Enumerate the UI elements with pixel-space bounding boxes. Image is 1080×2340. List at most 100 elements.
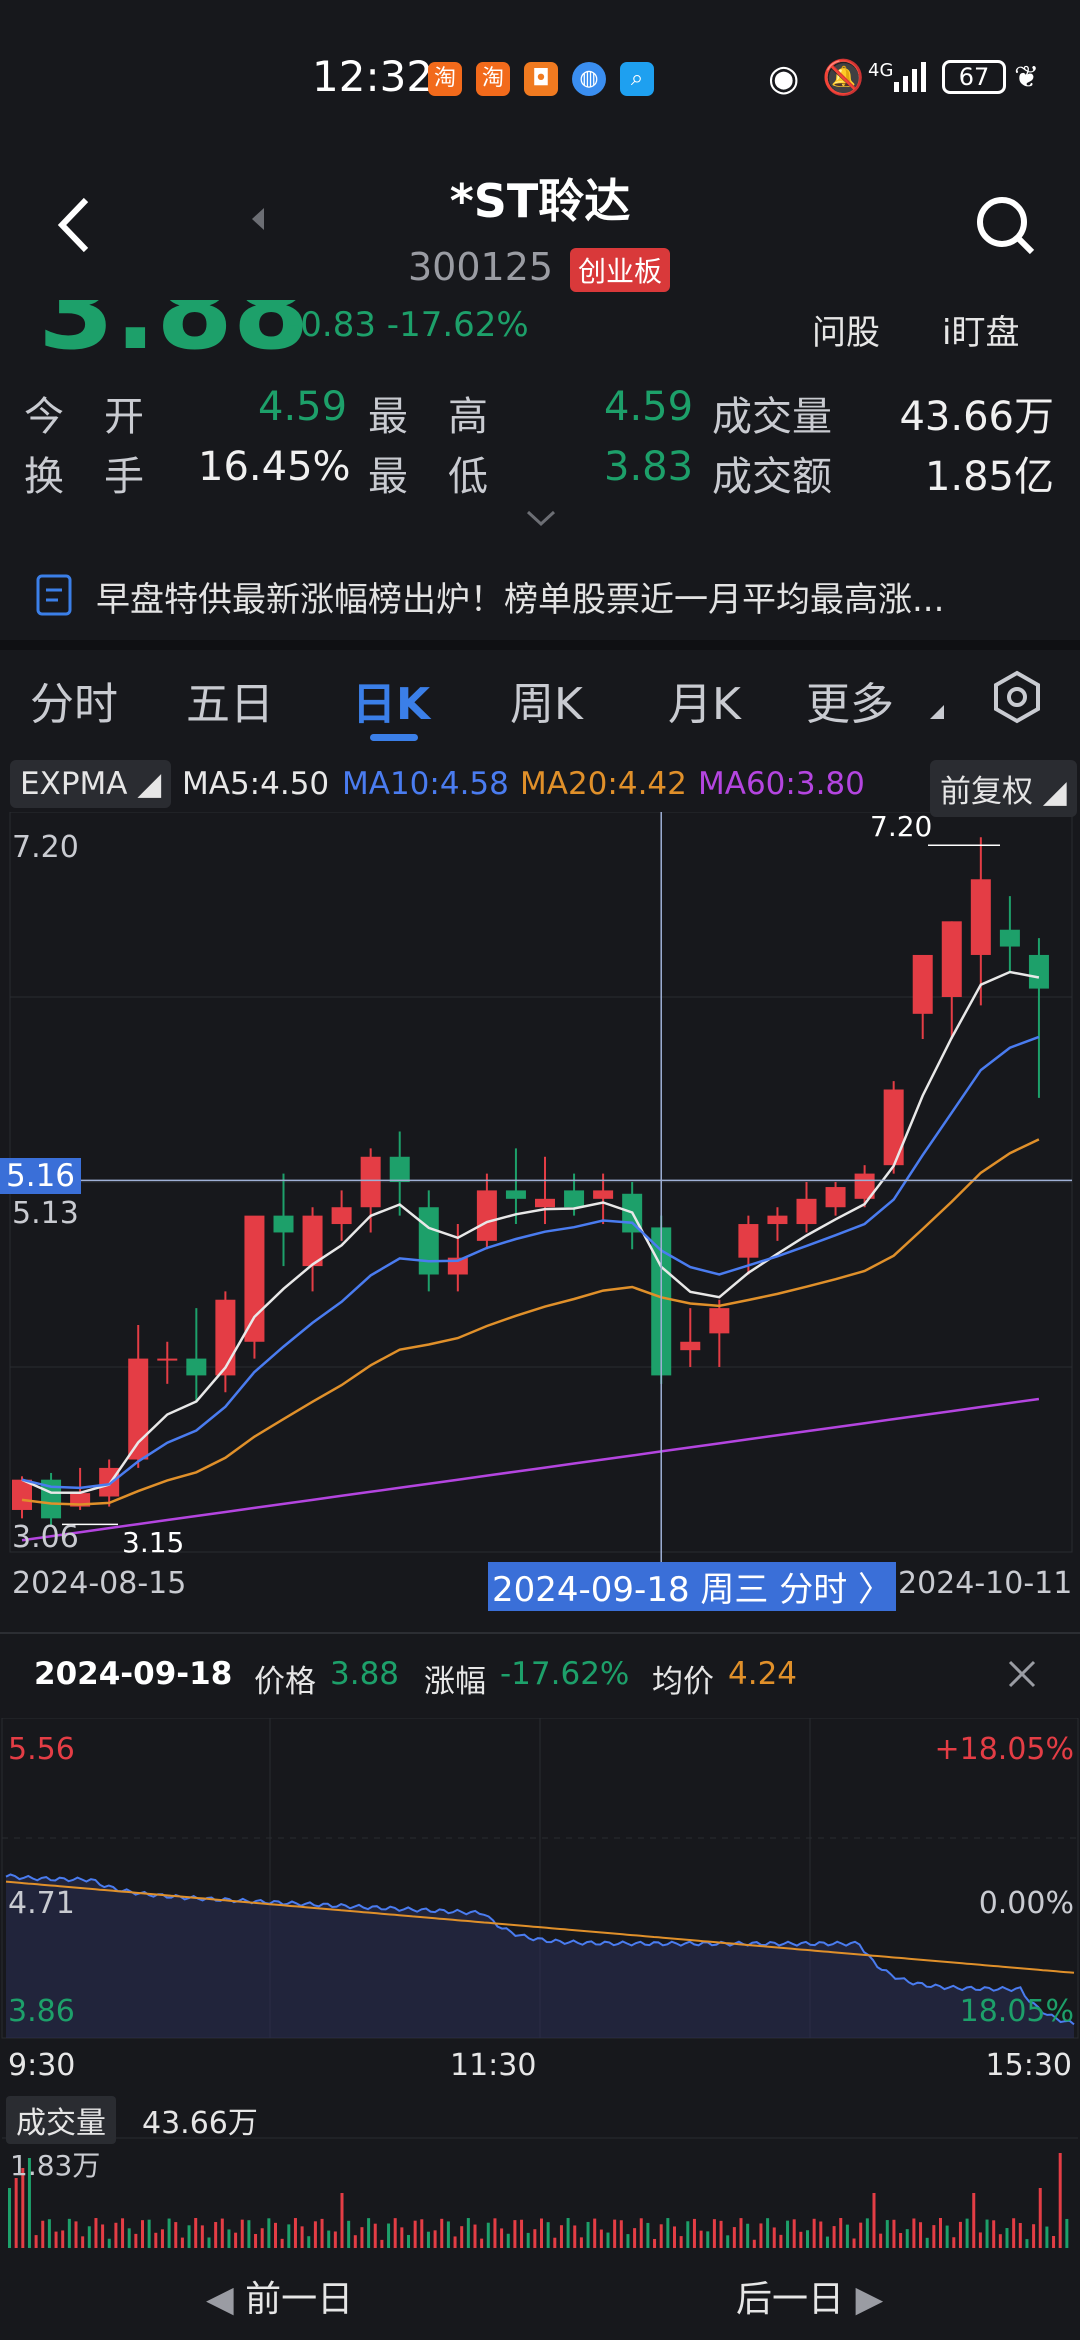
- time-mid: 11:30: [450, 2048, 537, 2083]
- tab-weekly-k[interactable]: 周K: [510, 679, 583, 730]
- volume-bar: [21, 2168, 25, 2248]
- tab-daily-k[interactable]: 日K: [352, 679, 431, 730]
- volume-bar: [174, 2222, 178, 2248]
- volume-bar: [1025, 2239, 1029, 2248]
- amount-label: 成交额: [712, 454, 832, 500]
- volume-bar: [806, 2230, 809, 2248]
- tab-monthly-k[interactable]: 月K: [668, 679, 741, 730]
- volume-bar: [719, 2220, 723, 2248]
- ma5-value: MA5:4.50: [182, 766, 330, 802]
- prev-day-button[interactable]: ◀ 前一日: [206, 2279, 354, 2320]
- close-icon[interactable]: [1004, 1656, 1040, 1692]
- volume-bar: [141, 2220, 144, 2248]
- candle-body: [244, 1215, 265, 1342]
- search-icon[interactable]: [974, 190, 1038, 260]
- candle-body: [999, 929, 1020, 947]
- candle-body: [825, 1187, 846, 1208]
- turnover-value: 16.45%: [198, 444, 351, 490]
- volume-bar: [992, 2220, 996, 2248]
- volume-bar: [599, 2229, 603, 2248]
- more-dropdown-icon: [930, 704, 944, 719]
- volume-bar: [466, 2218, 470, 2248]
- browser-icon: ◍: [572, 62, 606, 96]
- board-badge: 创业板: [570, 248, 671, 292]
- volume-bar: [433, 2230, 437, 2248]
- indicator-selector[interactable]: EXPMA ◢: [10, 760, 172, 808]
- kline-chart[interactable]: [0, 812, 1080, 1612]
- volume-bar: [61, 2230, 65, 2248]
- volume-bar: [619, 2220, 623, 2248]
- volume-bar: [360, 2227, 364, 2248]
- volume-bar: [673, 2226, 676, 2248]
- volume-bar: [274, 2222, 277, 2248]
- intraday-volume: 43.66万: [142, 2106, 258, 2141]
- volume-bar: [154, 2232, 158, 2248]
- open-label: 今 开: [24, 394, 144, 440]
- volume-bar: [486, 2222, 490, 2248]
- search-app-icon: ⌕: [620, 62, 654, 96]
- volume-bar: [220, 2218, 224, 2248]
- intraday-avg: 4.24: [728, 1656, 798, 1692]
- volume-bar: [114, 2222, 118, 2248]
- candle-body: [128, 1358, 149, 1460]
- volume-bar: [865, 2218, 869, 2248]
- volume-bar: [566, 2218, 570, 2248]
- volume-bar: [706, 2231, 710, 2248]
- y-mid-label: 5.13: [12, 1196, 79, 1231]
- volume-bar: [579, 2237, 583, 2248]
- volume-bar: [905, 2229, 909, 2248]
- volume-bar: [845, 2224, 849, 2248]
- avg-line: [5, 1880, 1075, 1974]
- volume-bar: [293, 2218, 297, 2248]
- status-bar: 12:32 淘 淘 ◘ ◍ ⌕ ◉ 🔕 4G 67 ❦: [0, 0, 1080, 160]
- settings-icon[interactable]: [990, 670, 1044, 724]
- volume-bar: [593, 2218, 597, 2248]
- volume-bar: [27, 2158, 31, 2248]
- volume-bar: [626, 2234, 630, 2248]
- news-banner[interactable]: [0, 556, 1080, 636]
- taobao-icon: 淘: [428, 62, 462, 96]
- candle-body: [215, 1299, 236, 1376]
- volume-bar: [101, 2224, 105, 2248]
- back-icon[interactable]: [50, 190, 100, 260]
- tab-intraday[interactable]: 分时: [30, 679, 118, 730]
- crosshair-price-label: 5.16: [0, 1158, 82, 1194]
- adjust-selector[interactable]: 前复权 ◢: [930, 760, 1077, 817]
- next-day-button[interactable]: 后一日 ▶: [736, 2279, 884, 2320]
- volume-bar: [347, 2220, 351, 2248]
- candle-body: [476, 1190, 497, 1241]
- expand-chevron-icon[interactable]: [524, 508, 558, 528]
- ma10-line: [21, 1035, 1040, 1490]
- tab-more[interactable]: 更多: [806, 679, 894, 730]
- candle-body: [273, 1215, 294, 1233]
- crosshair-date-label[interactable]: 2024-09-18 周三 分时 〉: [488, 1562, 897, 1611]
- volume-bar: [573, 2225, 577, 2248]
- ask-stock-link[interactable]: 问股: [812, 313, 880, 353]
- volume-tab[interactable]: 成交量: [6, 2096, 116, 2144]
- volume-bar: [759, 2223, 763, 2248]
- candle-body: [99, 1467, 120, 1497]
- candle-body: [709, 1308, 730, 1334]
- volume-bar: [446, 2221, 450, 2248]
- candle-body: [12, 1479, 32, 1510]
- volume-bar: [692, 2218, 696, 2248]
- ma20-line: [21, 1138, 1040, 1506]
- prev-stock-icon[interactable]: [248, 204, 268, 234]
- watch-link[interactable]: i盯盘: [942, 313, 1020, 353]
- tab-five-day[interactable]: 五日: [186, 679, 274, 730]
- turnover-label: 换 手: [24, 454, 144, 500]
- volume-bar: [526, 2232, 530, 2248]
- intraday-change: -17.62%: [500, 1656, 630, 1692]
- volume-bar: [107, 2238, 111, 2248]
- volume-bar: [832, 2226, 836, 2248]
- amount-value: 1.85亿: [924, 454, 1054, 500]
- volume-bar: [679, 2236, 683, 2248]
- volume-bar: [998, 2234, 1002, 2248]
- volume-bar: [227, 2229, 231, 2248]
- volume-bar: [1052, 2235, 1056, 2248]
- volume-bar: [340, 2193, 344, 2248]
- news-text[interactable]: 早盘特供最新涨幅榜出炉！榜单股票近一月平均最高涨...: [96, 580, 945, 620]
- volume-bar: [520, 2219, 524, 2248]
- volume-bar: [480, 2238, 484, 2248]
- volume-bar: [653, 2238, 657, 2248]
